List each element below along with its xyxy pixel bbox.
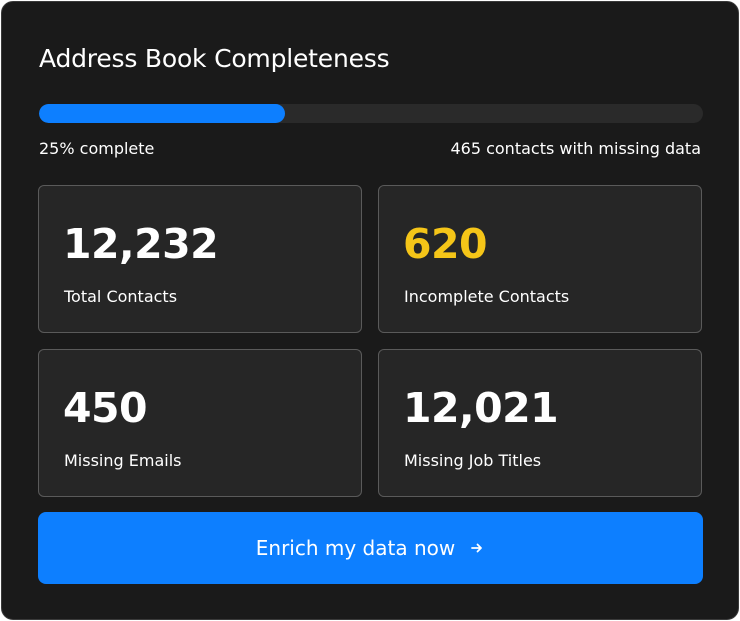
progress-percent-label: 25% complete <box>39 139 155 158</box>
progress-bar <box>39 104 703 123</box>
stat-value: 12,021 <box>403 384 559 432</box>
stat-card-total-contacts: 12,232 Total Contacts <box>38 185 362 333</box>
arrow-right-icon <box>471 543 483 553</box>
stat-value: 450 <box>63 384 148 432</box>
stat-label: Incomplete Contacts <box>404 287 570 306</box>
enrich-data-button-label: Enrich my data now <box>255 536 456 560</box>
stat-label: Total Contacts <box>64 287 178 306</box>
stat-label: Missing Emails <box>64 451 182 470</box>
missing-data-count-label: 465 contacts with missing data <box>450 139 701 158</box>
stat-value: 620 <box>403 220 488 268</box>
stat-label: Missing Job Titles <box>404 451 542 470</box>
stat-card-missing-emails: 450 Missing Emails <box>38 349 362 497</box>
enrich-data-button[interactable]: Enrich my data now <box>38 512 703 584</box>
card-title: Address Book Completeness <box>39 44 390 73</box>
stat-card-missing-job-titles: 12,021 Missing Job Titles <box>378 349 702 497</box>
stat-value: 12,232 <box>63 220 219 268</box>
stat-card-incomplete-contacts: 620 Incomplete Contacts <box>378 185 702 333</box>
progress-bar-fill <box>39 104 285 123</box>
